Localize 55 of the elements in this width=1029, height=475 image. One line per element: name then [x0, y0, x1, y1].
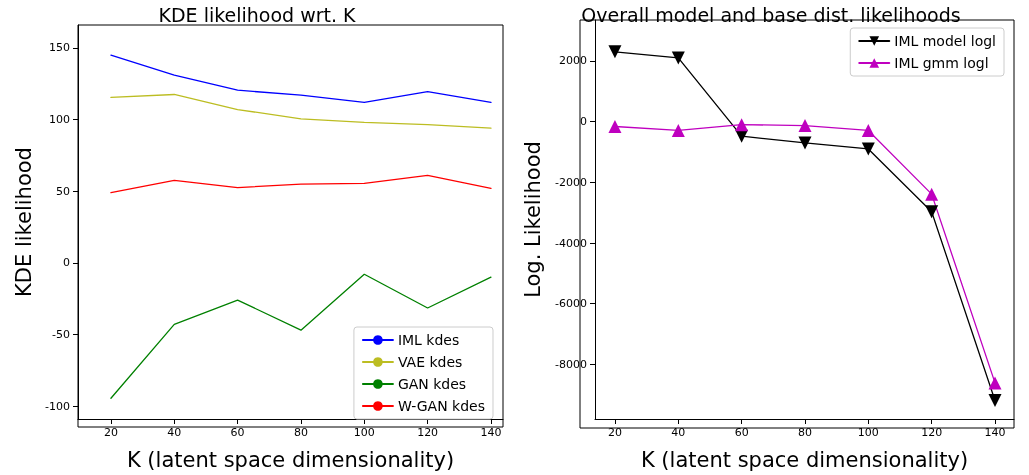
point — [988, 376, 1002, 390]
y-tick-label: -2000 — [555, 175, 587, 189]
point — [608, 120, 622, 133]
legend-label: VAE kdes — [397, 354, 463, 370]
y-tick-label: 100 — [49, 113, 70, 127]
point — [798, 119, 812, 133]
x-tick-label: 140 — [480, 426, 502, 439]
x-tick-label: 40 — [167, 426, 182, 439]
point — [671, 123, 685, 137]
y-tick-label: 0 — [63, 256, 70, 270]
x-tick-label: 80 — [797, 426, 812, 439]
y-axis-title: Log. Likelihood — [520, 141, 545, 298]
point — [861, 123, 875, 137]
chart-title: Overall model and base dist. likelihoods — [581, 3, 961, 26]
point — [925, 205, 939, 219]
legend-label: IML model logl — [894, 33, 996, 49]
point — [861, 142, 875, 156]
y-tick-label: 2000 — [559, 54, 587, 68]
y-tick-label: -8000 — [555, 357, 587, 371]
legend-label: IML kdes — [397, 332, 460, 348]
y-tick-label: -100 — [45, 399, 70, 413]
y-axis-title: KDE likelihood — [11, 147, 36, 297]
line-series — [110, 273, 492, 399]
chart-title: KDE likelihood wrt. K — [158, 3, 357, 26]
x-axis-title: K (latent space dimensionality) — [126, 447, 455, 472]
point — [798, 136, 812, 150]
point — [988, 393, 1002, 407]
y-tick-label: -6000 — [555, 297, 587, 311]
line-series — [110, 93, 492, 129]
legend-label: IML gmm logl — [894, 55, 989, 71]
x-tick-label: 120 — [417, 426, 439, 439]
line-series — [110, 54, 492, 104]
x-tick-label: 120 — [921, 426, 943, 439]
legend-label: W-GAN kdes — [397, 398, 485, 414]
x-tick-label: 100 — [857, 426, 879, 439]
x-tick-label: 40 — [671, 426, 686, 439]
point — [671, 51, 685, 65]
y-tick-label: 150 — [49, 41, 70, 55]
x-tick-label: 100 — [353, 426, 375, 439]
x-tick-label: 140 — [984, 426, 1006, 439]
x-axis-title: K (latent space dimensionality) — [640, 447, 969, 472]
y-tick-label: 0 — [580, 115, 587, 129]
point — [608, 45, 622, 59]
x-tick-label: 60 — [734, 426, 749, 439]
line-series — [110, 174, 492, 194]
y-tick-label: -50 — [52, 327, 70, 341]
x-tick-label: 20 — [607, 426, 622, 439]
point — [925, 187, 939, 201]
legend-label: GAN kdes — [397, 376, 467, 392]
x-tick-label: 60 — [230, 426, 245, 439]
x-tick-label: 80 — [293, 426, 308, 439]
point — [735, 118, 749, 132]
y-tick-label: 50 — [56, 184, 70, 198]
y-tick-label: -4000 — [555, 236, 587, 250]
x-tick-label: 20 — [103, 426, 118, 439]
